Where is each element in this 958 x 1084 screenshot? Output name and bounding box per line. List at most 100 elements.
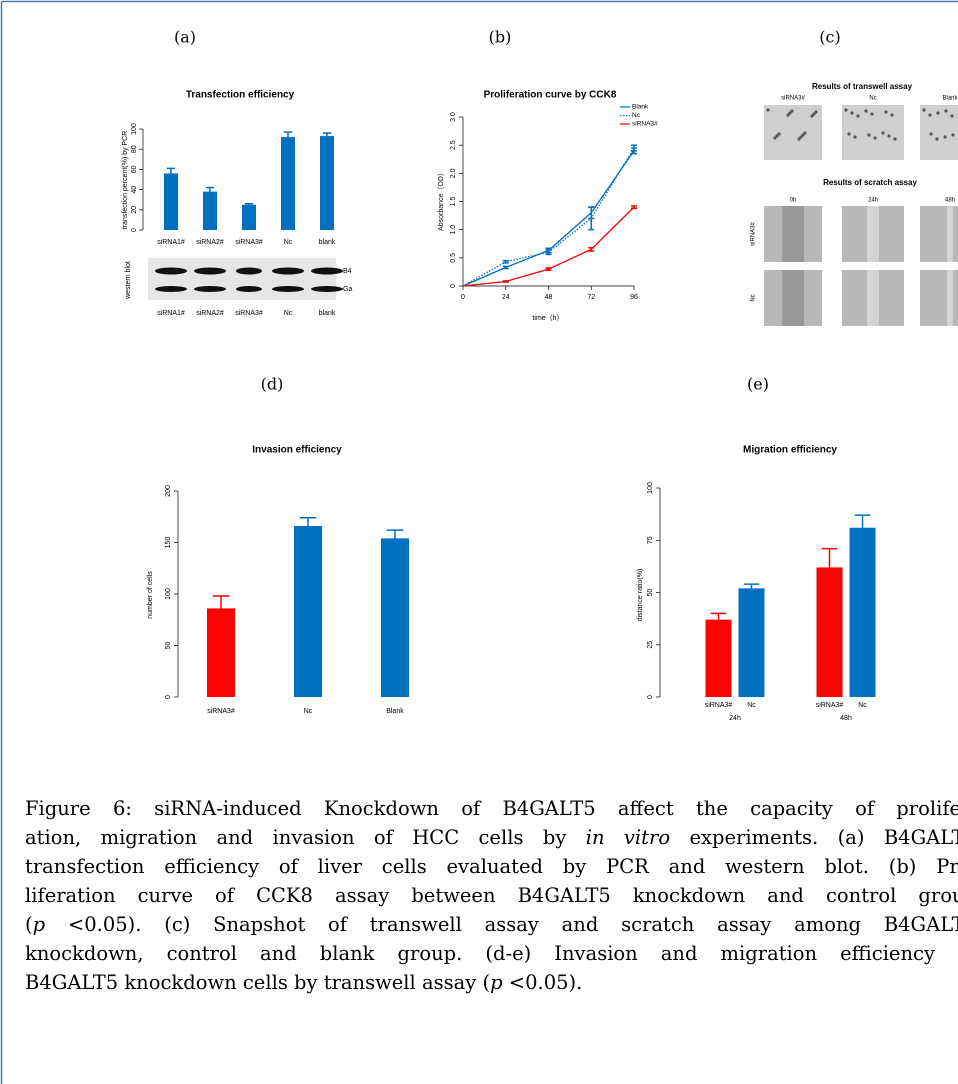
legend-label: Nc (632, 112, 641, 119)
cell-dot (844, 108, 848, 112)
scratch-wound (867, 206, 879, 262)
caption-line: B4GALT5 knockdown cells by transwell ass… (25, 968, 958, 997)
panel-label: (b) (489, 28, 512, 47)
y-tick-label: 40 (131, 186, 138, 194)
y-tick-label: 150 (165, 537, 172, 549)
error-bar (166, 167, 176, 180)
series-label: siRNA3# (705, 702, 733, 709)
error-bar (283, 131, 293, 143)
column-label: 24h (868, 198, 878, 204)
cell-dot (803, 131, 807, 135)
cell-dot (814, 110, 818, 114)
error-bar (502, 280, 509, 283)
y-tick-label: 2.5 (450, 140, 457, 150)
cell-dot (801, 133, 805, 137)
column-label: Blank (942, 96, 958, 102)
chart-title: Migration efficiency (743, 445, 837, 456)
y-tick-label: 100 (165, 588, 172, 600)
error-bar (386, 529, 404, 548)
caption-line: ation, migration and invasion of HCC cel… (25, 823, 958, 852)
blot-label: western blot (125, 261, 132, 300)
x-axis-label: time（h） (532, 314, 563, 322)
scratch-wound (782, 206, 804, 262)
blot-image (148, 258, 336, 300)
cell-dot (790, 109, 794, 113)
cell-dot (935, 137, 939, 141)
cell-dot (775, 134, 779, 138)
bar (705, 619, 732, 697)
bar (738, 588, 765, 697)
error-bar (502, 259, 509, 264)
band-label: Ga (343, 286, 352, 293)
cell-dot (893, 137, 897, 141)
x-tick-label: blank (319, 239, 336, 246)
y-tick-label: 100 (131, 123, 138, 135)
cell-dot (936, 111, 940, 115)
x-tick-label: siRNA2# (196, 239, 224, 246)
lane-label: siRNA3# (235, 310, 263, 317)
series-label: Nc (747, 702, 756, 709)
y-tick-label: 200 (165, 485, 172, 497)
cell-dot (856, 114, 860, 118)
caption-line: liferation curve of CCK8 assay between B… (25, 881, 958, 910)
series-label: Nc (858, 702, 867, 709)
y-tick-label: 25 (647, 641, 654, 649)
x-tick-label: siRNA1# (157, 239, 185, 246)
cell-dot (944, 109, 948, 113)
x-tick-label: 24 (502, 294, 510, 301)
line (462, 150, 635, 287)
error-bar (631, 144, 637, 152)
caption-italic: in vitro (585, 826, 671, 849)
lane-label: siRNA1# (157, 310, 185, 317)
y-axis-label: Absorbance（OD） (437, 169, 445, 231)
transwell-image (764, 105, 822, 160)
column-label: Nc (869, 96, 876, 102)
cell-dot (777, 132, 781, 136)
scratch-title: Results of scratch assay (823, 178, 917, 187)
y-axis-label: transfection percent(%) by PCR (122, 131, 129, 229)
caption-line: Figure 6: siRNA-induced Knockdown of B4G… (25, 794, 958, 823)
y-tick-label: 50 (165, 642, 172, 650)
caption-italic: p (32, 913, 46, 936)
blot-band (236, 286, 262, 292)
x-tick-label: 24h (729, 715, 741, 722)
cell-dot (797, 137, 801, 141)
cell-dot (766, 108, 770, 112)
cell-dot (884, 110, 888, 114)
blot-band (155, 267, 187, 275)
error-bar (299, 517, 317, 536)
error-bar (821, 547, 838, 587)
cell-dot (873, 136, 877, 140)
chart-title: Proliferation curve by CCK8 (484, 90, 617, 101)
caption-line: (p <0.05). (c) Snapshot of transwell ass… (25, 910, 958, 939)
y-tick-label: 1.5 (450, 197, 457, 207)
y-tick-label: 0 (450, 284, 457, 288)
legend-label: siRNA3# (632, 121, 658, 128)
cell-dot (950, 114, 954, 118)
blot-band (311, 267, 343, 275)
cell-dot (887, 134, 891, 138)
bar (849, 527, 876, 697)
scratch-wound (867, 270, 879, 326)
bar (164, 173, 178, 230)
y-tick-label: 2.0 (450, 168, 457, 178)
cell-dot (773, 136, 777, 140)
row-label: siRNA3# (751, 222, 757, 246)
y-tick-label: 0 (647, 695, 654, 699)
blot-band (272, 267, 304, 275)
y-tick-label: 80 (131, 145, 138, 153)
error-bar (631, 205, 637, 210)
x-tick-label: siRNA3# (235, 239, 263, 246)
caption-text: B4GALT5 knockdown cells by transwell ass… (25, 971, 491, 994)
cell-dot (850, 111, 854, 115)
panel-label: (c) (819, 28, 840, 47)
error-bar (588, 206, 595, 231)
x-tick-label: 48h (840, 715, 852, 722)
transwell-title: Results of transwell assay (812, 82, 913, 91)
caption-line: knockdown, control and blank group. (d-e… (25, 939, 958, 968)
scratch-wound (947, 206, 953, 262)
blot-band (194, 267, 226, 275)
cell-dot (881, 131, 885, 135)
chart-title: Invasion efficiency (252, 445, 342, 456)
